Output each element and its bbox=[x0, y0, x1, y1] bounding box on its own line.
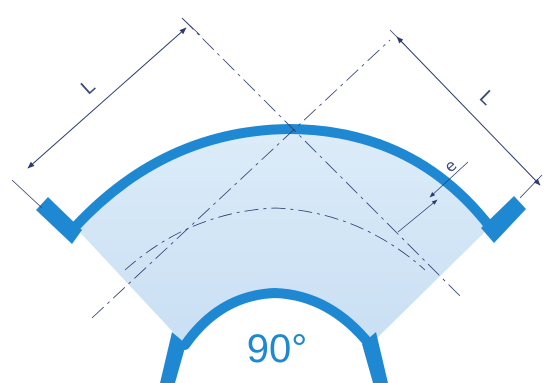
thickness-leader bbox=[429, 161, 469, 198]
thickness-arrow bbox=[397, 199, 438, 233]
inner-wall bbox=[180, 287, 375, 350]
dimension-line-right bbox=[396, 36, 541, 186]
center-arc bbox=[124, 207, 426, 271]
bottom-right-flange bbox=[362, 332, 388, 383]
left-flange bbox=[36, 197, 82, 244]
extension-line-2 bbox=[181, 17, 201, 36]
dimension-line-left bbox=[27, 27, 187, 169]
angle-label: 90° bbox=[247, 327, 308, 371]
extension-line-1 bbox=[11, 179, 43, 209]
length-label-left: L bbox=[77, 76, 100, 100]
bottom-left-flange bbox=[160, 332, 186, 383]
thickness-label: e bbox=[440, 156, 460, 177]
right-flange bbox=[481, 196, 526, 243]
axis-line-right bbox=[181, 17, 463, 299]
pipe-body bbox=[75, 129, 490, 345]
axis-line-left bbox=[91, 39, 391, 319]
extension-line-4 bbox=[519, 174, 543, 199]
length-label-right: L bbox=[475, 86, 498, 109]
